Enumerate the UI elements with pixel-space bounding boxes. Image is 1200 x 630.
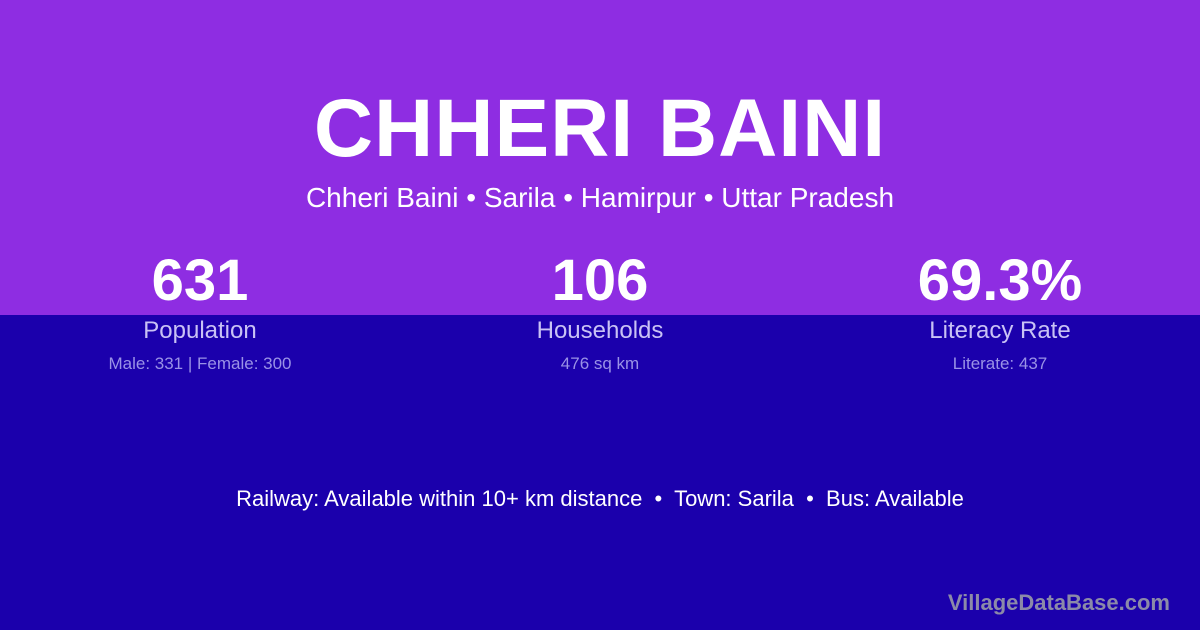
stat-value: 69.3% bbox=[917, 248, 1083, 313]
stat-detail: 476 sq km bbox=[560, 354, 640, 373]
brand-link[interactable]: VillageDataBase.com bbox=[947, 590, 1170, 615]
location-breadcrumb: Chheri Baini • Sarila • Hamirpur • Uttar… bbox=[305, 182, 895, 213]
stat-population: 631 Population Male: 331 | Female: 300 bbox=[0, 248, 400, 374]
stat-label: Households bbox=[536, 317, 664, 344]
stat-households: 106 Households 476 sq km bbox=[400, 248, 800, 374]
stat-value: 106 bbox=[551, 248, 649, 313]
transport-info: Railway: Available within 10+ km distanc… bbox=[236, 486, 964, 511]
stat-literacy: 69.3% Literacy Rate Literate: 437 bbox=[800, 248, 1200, 374]
stat-label: Literacy Rate bbox=[929, 317, 1071, 344]
stat-value: 631 bbox=[151, 248, 249, 313]
stat-detail: Literate: 437 bbox=[952, 354, 1048, 373]
village-title: CHHERI BAINI bbox=[313, 83, 887, 174]
stat-detail: Male: 331 | Female: 300 bbox=[108, 354, 292, 373]
header-band bbox=[0, 0, 1200, 315]
stat-label: Population bbox=[143, 317, 257, 344]
